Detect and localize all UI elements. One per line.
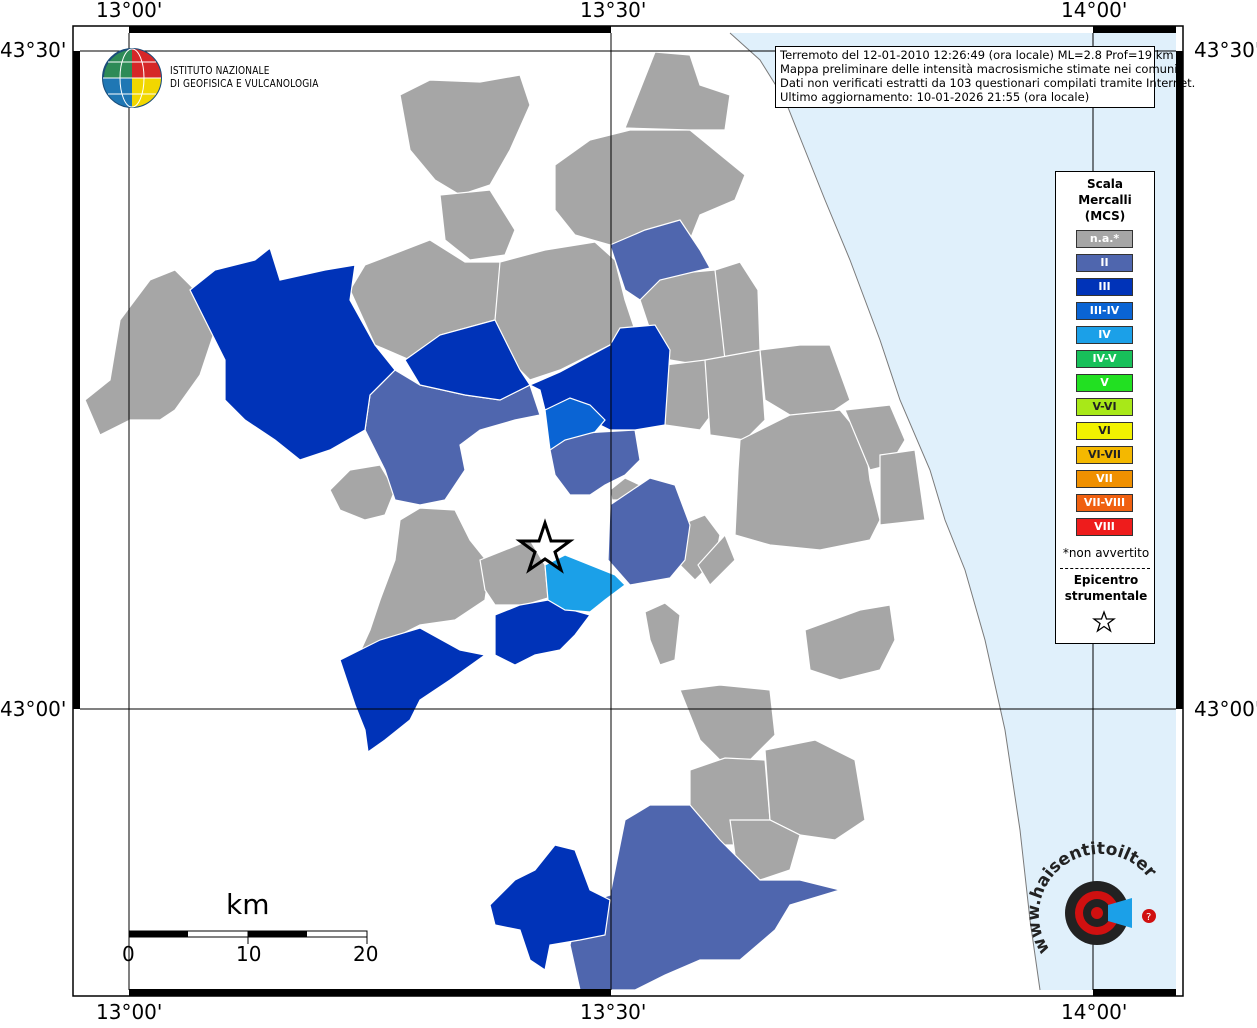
legend-item-iv: IV (1076, 326, 1133, 344)
ingv-logo-icon (102, 48, 162, 108)
legend-title-3: (MCS) (1084, 209, 1126, 223)
legend-item-iii-iv: III-IV (1076, 302, 1133, 320)
legend-epicenter-label: Epicentro strumentale (1056, 572, 1156, 604)
legend-item-viii: VIII (1076, 518, 1133, 536)
coord-top-1300: 13°00' (96, 0, 163, 22)
legend-epicenter-1: Epicentro (1073, 573, 1139, 587)
legend-title: Scala Mercalli (MCS) (1056, 176, 1154, 224)
event-info-line-1: Terremoto del 12-01-2010 12:26:49 (ora l… (780, 48, 1174, 62)
legend-item-ii: II (1076, 254, 1133, 272)
coord-left-4330: 43°30' (0, 38, 67, 62)
legend-title-1: Scala (1086, 177, 1124, 191)
event-info-line-3: Dati non verificati estratti da 103 ques… (780, 76, 1196, 90)
legend-note: *non avvertito (1062, 546, 1150, 560)
legend-epicenter-2: strumentale (1064, 589, 1148, 603)
legend-item-vi-vii: VI-VII (1076, 446, 1133, 464)
ingv-line-1: ISTITUTO NAZIONALE (170, 64, 270, 77)
mcs-legend: Scala Mercalli (MCS) n.a.* II III III-IV IV I… (1055, 171, 1155, 644)
event-info-line-2: Mappa preliminare delle intensità macros… (780, 62, 1178, 76)
municipalities-intensity-ii (364, 219, 843, 991)
coord-bottom-1400: 14°00' (1061, 1000, 1128, 1024)
legend-item-vi: VI (1076, 422, 1133, 440)
coord-left-4300: 43°00' (0, 697, 67, 721)
scale-unit: km (226, 888, 270, 921)
legend-item-v-vi: V-VI (1076, 398, 1133, 416)
ingv-name: ISTITUTO NAZIONALE DI GEOFISICA E VULCAN… (170, 64, 319, 90)
scale-tick-20: 20 (353, 942, 379, 966)
municipalities-intensity-iii (189, 246, 671, 971)
epicenter-star-icon (515, 518, 575, 574)
legend-title-2: Mercalli (1078, 193, 1132, 207)
coord-bottom-1330: 13°30' (580, 1000, 647, 1024)
coord-top-1400: 14°00' (1061, 0, 1128, 22)
scale-bar (128, 930, 368, 944)
event-info-line-4: Ultimo aggiornamento: 10-01-2026 21:55 (… (780, 90, 1090, 104)
ingv-line-2: DI GEOFISICA E VULCANOLOGIA (170, 77, 319, 90)
frame-border-bars (73, 26, 1183, 996)
legend-item-vii-viii: VII-VIII (1076, 494, 1133, 512)
coastline (729, 32, 1041, 991)
coord-right-4300: 43°00' (1194, 697, 1257, 721)
svg-text:?: ? (1146, 912, 1151, 923)
scale-tick-0: 0 (122, 942, 135, 966)
legend-item-iii: III (1076, 278, 1133, 296)
municipalities-intensity-iii-iv (544, 397, 606, 452)
municipalities-intensity-iv (544, 554, 626, 613)
coord-bottom-1300: 13°00' (96, 1000, 163, 1024)
legend-item-n-a: n.a.* (1076, 230, 1133, 248)
coord-right-4330: 43°30' (1194, 38, 1257, 62)
legend-divider (1060, 568, 1150, 569)
legend-item-vii: VII (1076, 470, 1133, 488)
legend-item-v: V (1076, 374, 1133, 392)
legend-star-icon (1092, 610, 1116, 633)
legend-item-iv-v: IV-V (1076, 350, 1133, 368)
coord-top-1330: 13°30' (580, 0, 647, 22)
municipalities-not-felt (84, 51, 926, 881)
scale-tick-10: 10 (236, 942, 262, 966)
event-info-box: Terremoto del 12-01-2010 12:26:49 (ora l… (775, 46, 1196, 108)
